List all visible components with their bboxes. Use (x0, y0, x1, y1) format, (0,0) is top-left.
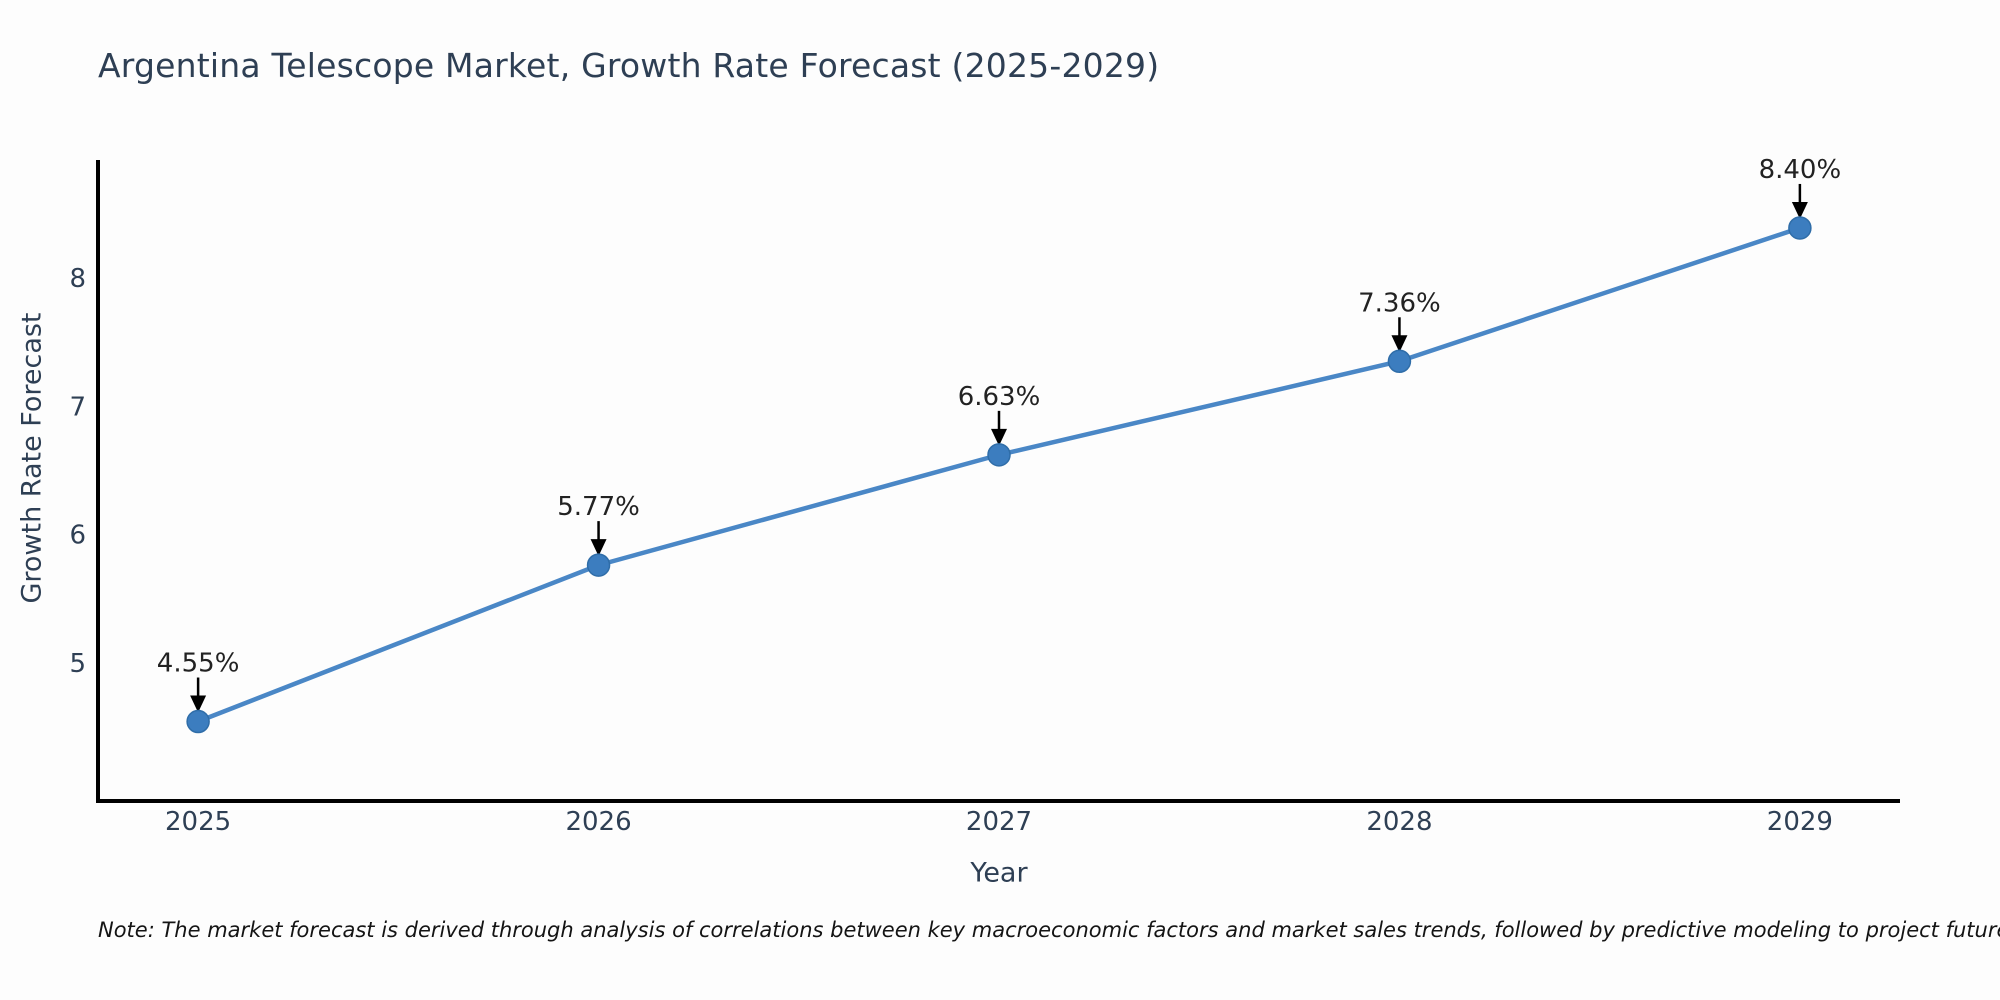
series-line (195, 225, 1803, 724)
x-tick-label: 2027 (966, 807, 1032, 837)
point-annotation-label: 7.36% (1358, 288, 1441, 318)
data-point-marker (1788, 216, 1812, 240)
x-tick-label: 2028 (1366, 807, 1432, 837)
data-point-marker (586, 553, 611, 577)
footnote-text: Note: The market forecast is derived thr… (98, 918, 2000, 942)
data-point-marker (186, 709, 210, 734)
x-axis-title: Year (969, 858, 1028, 889)
point-annotation-label: 4.55% (157, 649, 240, 679)
x-tick-label: 2029 (1767, 807, 1833, 837)
data-point-marker (987, 443, 1011, 467)
chart-title: Argentina Telescope Market, Growth Rate … (98, 46, 1160, 85)
point-annotation-label: 5.77% (557, 492, 640, 522)
y-tick-label: 5 (69, 649, 86, 679)
annotation-arrow-head (991, 428, 1007, 446)
y-tick-label: 8 (69, 264, 86, 294)
point-annotation-label: 6.63% (958, 382, 1041, 412)
annotation-arrow-head (190, 695, 207, 713)
annotation-arrow-head (1391, 335, 1408, 353)
y-tick-label: 7 (69, 392, 86, 422)
y-axis-title: Growth Rate Forecast (17, 312, 48, 603)
annotation-arrow-head (1791, 201, 1808, 219)
x-tick-label: 2026 (565, 807, 631, 837)
x-tick-label: 2025 (165, 807, 231, 837)
data-point-marker (1387, 349, 1412, 374)
y-tick-label: 6 (69, 521, 86, 551)
point-annotation-label: 8.40% (1759, 155, 1842, 185)
annotation-arrow-head (590, 539, 607, 557)
line-chart: 5 6 7 8 2025 2026 2027 2028 2029 Year Growth Rate … (17, 155, 1900, 889)
